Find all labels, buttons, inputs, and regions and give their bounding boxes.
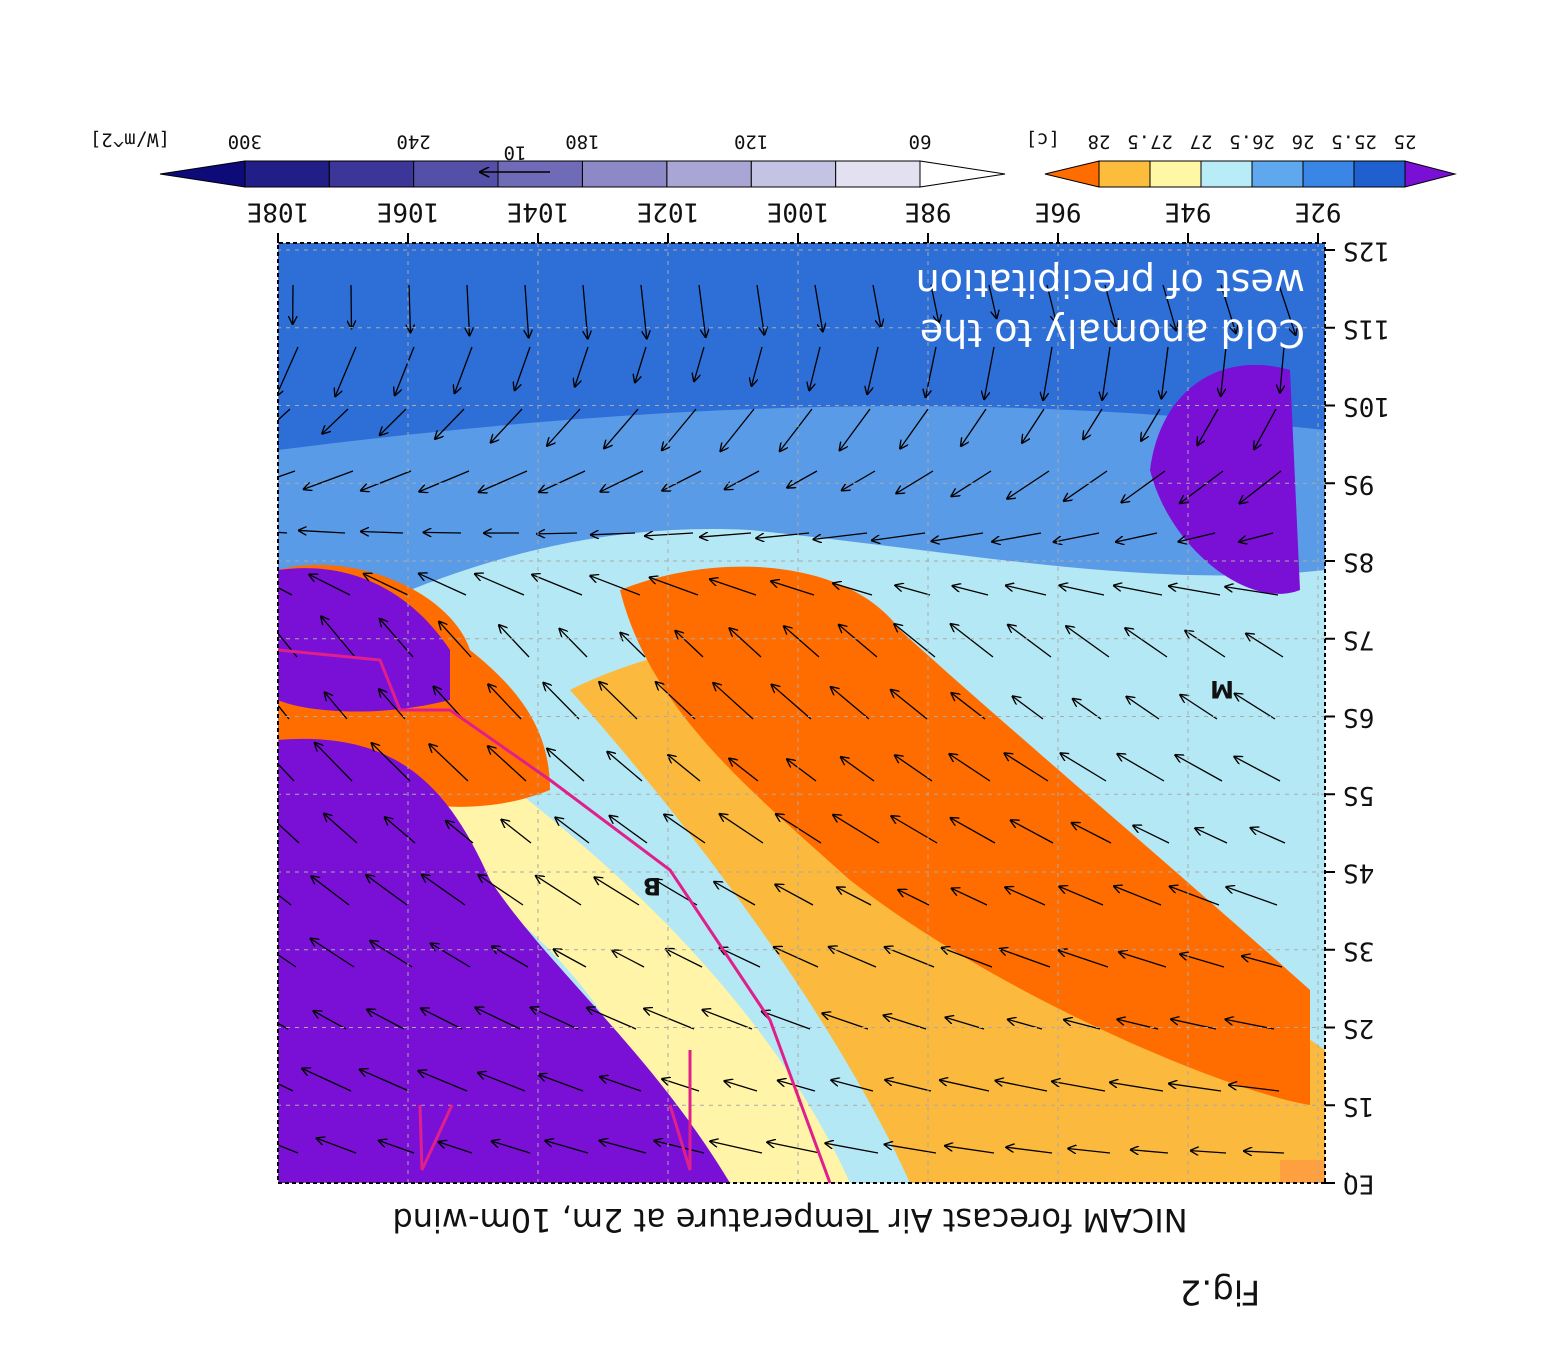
colorbar-box: [582, 161, 666, 187]
colorbar-end: [160, 161, 245, 187]
colorbar-box: [498, 161, 582, 187]
latitude-label: 3S: [1343, 935, 1374, 965]
colorbar-box: [329, 161, 413, 187]
latitude-label: EQ: [1343, 1169, 1374, 1199]
figure-label: Fig.2: [1180, 1272, 1261, 1312]
colorbar-label: 60: [909, 131, 932, 153]
longitude-label: 108E: [247, 197, 310, 227]
colorbar-label: 26: [1292, 131, 1315, 153]
colorbar-unit: [W/m^2]: [90, 129, 170, 151]
colorbar-label: 240: [396, 131, 430, 153]
colorbar-label: 25.5: [1331, 131, 1377, 153]
colorbar-box: [1303, 161, 1354, 187]
longitude-label: 92E: [1295, 197, 1342, 227]
annotation-line: Cold anomaly to the: [920, 311, 1305, 355]
colorbar-end: [1405, 161, 1455, 187]
longitude-label: 96E: [1035, 197, 1082, 227]
latitude-label: 1S: [1343, 1091, 1374, 1121]
latitude-label: 8S: [1343, 547, 1374, 577]
colorbar-label: 28: [1088, 131, 1111, 153]
colorbar-box: [1252, 161, 1303, 187]
temperature-field: [237, 243, 1325, 1183]
colorbar-label: 180: [565, 131, 599, 153]
colorbar-box: [414, 161, 498, 187]
colorbars: 25 25.5 26 26.5 27 27.5 28 [c] 60 120 180 240 300 [W/…: [90, 129, 1455, 188]
colorbar-end: [1045, 161, 1099, 187]
colorbar-box: [1354, 161, 1405, 187]
colorbar-box: [1150, 161, 1201, 187]
longitude-label: 98E: [905, 197, 952, 227]
longitude-label: 106E: [377, 197, 440, 227]
latitude-label: 4S: [1343, 858, 1374, 888]
longitude-label: 104E: [507, 197, 570, 227]
colorbar-label: 27: [1190, 131, 1213, 153]
latitude-label: 6S: [1343, 702, 1374, 732]
longitude-label: 94E: [1165, 197, 1212, 227]
latitude-label: 11S: [1343, 313, 1390, 343]
figure-title: NICAM forecast Air Temperature at 2m, 10…: [392, 1201, 1187, 1239]
colorbar-box: [667, 161, 751, 187]
latitude-label: 9S: [1343, 469, 1374, 499]
colorbar-box: [836, 161, 920, 187]
marker-label: M: [1210, 675, 1234, 703]
colorbar-label: 26.5: [1229, 131, 1275, 153]
latitude-label: 2S: [1343, 1013, 1374, 1043]
colorbar-box: [1201, 161, 1252, 187]
latitude-label: 5S: [1343, 780, 1374, 810]
colorbar-label: 25: [1394, 131, 1417, 153]
rotated-content: 92E 94E 96E 98E 100E 102E 104E 106E 108E EQ 1S 2S 3S…: [90, 129, 1455, 1312]
colorbar-label: 27.5: [1127, 131, 1173, 153]
colorbar-label: 120: [734, 131, 768, 153]
latitude-label: 10S: [1343, 391, 1390, 421]
colorbar-box: [751, 161, 835, 187]
longitude-label: 102E: [637, 197, 700, 227]
wind-arrow: [423, 532, 461, 533]
colorbar-box: [1099, 161, 1150, 187]
colorbar-label: 300: [228, 131, 262, 153]
wind-reference-label: 10: [504, 142, 527, 164]
latitude-label: 12S: [1343, 236, 1390, 266]
annotation-line: west of precipitation: [916, 261, 1305, 305]
colorbar-unit: [c]: [1026, 129, 1060, 151]
latitude-label: 7S: [1343, 624, 1374, 654]
colorbar-end: [920, 161, 1005, 187]
wind-arrow: [537, 533, 577, 534]
longitude-label: 100E: [767, 197, 830, 227]
colorbar-box: [245, 161, 329, 187]
marker-label: B: [643, 872, 661, 900]
